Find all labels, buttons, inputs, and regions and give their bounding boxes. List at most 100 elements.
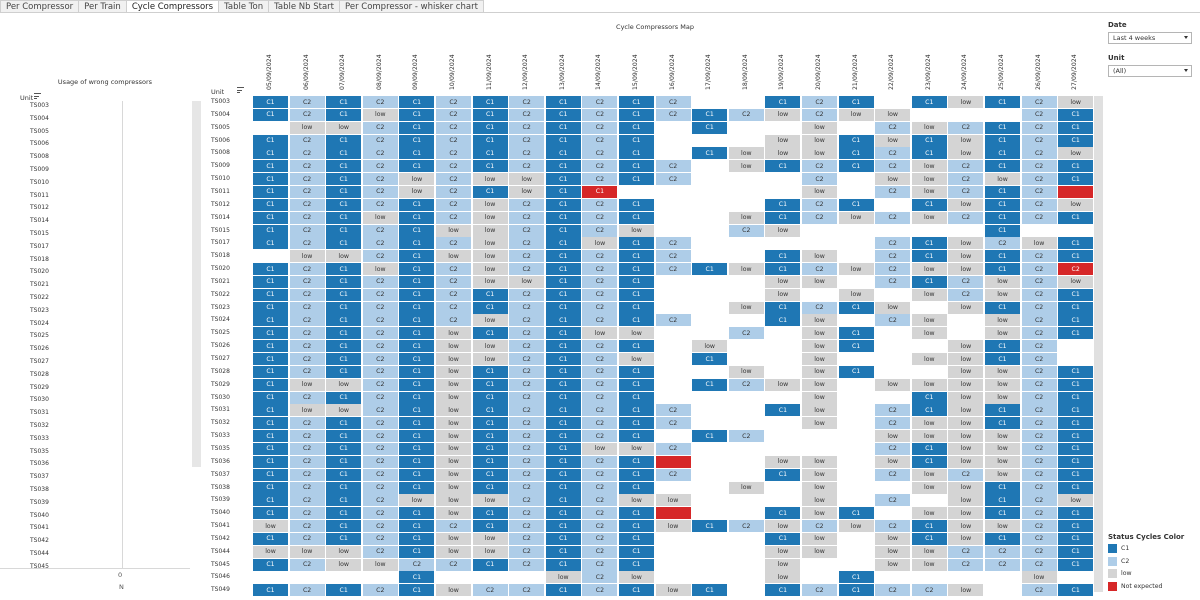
map-cell[interactable]: low [802, 545, 837, 558]
map-cell[interactable]: C2 [362, 121, 398, 134]
map-cell[interactable]: C1 [765, 301, 801, 314]
map-cell[interactable]: C1 [399, 571, 435, 584]
map-cell[interactable]: C1 [253, 134, 288, 147]
map-cell[interactable]: C1 [545, 430, 581, 443]
map-cell[interactable]: C1 [472, 121, 508, 134]
map-cell[interactable]: low [948, 455, 984, 468]
map-cell[interactable]: C1 [692, 520, 728, 533]
map-cell[interactable]: low [289, 404, 325, 417]
map-cell[interactable]: C1 [326, 365, 362, 378]
map-cell[interactable]: C2 [362, 391, 398, 404]
map-cell[interactable]: low [985, 391, 1020, 404]
map-cell[interactable]: C1 [911, 198, 947, 211]
map-cell[interactable]: C1 [399, 198, 435, 211]
map-cell[interactable]: C2 [655, 237, 691, 250]
map-cell[interactable]: C1 [545, 121, 581, 134]
map-cell[interactable]: low [765, 134, 801, 147]
map-cell[interactable]: low [948, 507, 984, 520]
map-cell[interactable]: C2 [582, 507, 618, 520]
map-cell[interactable]: C1 [253, 147, 288, 160]
map-cell[interactable]: C1 [985, 404, 1020, 417]
map-cell[interactable]: low [948, 532, 984, 545]
map-cell[interactable]: low [436, 455, 471, 468]
map-cell[interactable]: C1 [1058, 301, 1094, 314]
map-cell[interactable]: C2 [948, 160, 984, 173]
map-cell[interactable]: C2 [582, 571, 618, 584]
map-cell[interactable]: C1 [545, 96, 581, 108]
map-cell[interactable]: C2 [289, 301, 325, 314]
map-cell[interactable]: C1 [838, 365, 874, 378]
map-cell[interactable]: C2 [1021, 430, 1057, 443]
map-cell[interactable]: C2 [582, 314, 618, 327]
map-cell[interactable]: C2 [509, 532, 545, 545]
map-cell[interactable]: low [985, 520, 1020, 533]
map-cell[interactable]: low [948, 404, 984, 417]
map-cell[interactable]: low [326, 558, 362, 571]
map-cell[interactable]: low [948, 494, 984, 507]
map-cell[interactable]: low [838, 520, 874, 533]
map-cell[interactable]: C1 [619, 520, 654, 533]
map-cell[interactable]: C2 [1021, 327, 1057, 340]
map-cell[interactable]: C2 [289, 96, 325, 108]
tab-per-compressor-whisker-chart[interactable]: Per Compressor - whisker chart [339, 0, 484, 12]
map-cell[interactable]: C2 [875, 275, 911, 288]
map-cell[interactable]: C1 [545, 468, 581, 481]
map-cell[interactable]: C1 [619, 545, 654, 558]
map-cell[interactable]: C1 [619, 481, 654, 494]
map-cell[interactable]: C1 [838, 507, 874, 520]
map-cell[interactable]: C2 [875, 442, 911, 455]
map-cell[interactable]: low [362, 558, 398, 571]
map-cell[interactable]: C1 [253, 224, 288, 237]
map-cell[interactable]: C1 [326, 263, 362, 276]
map-cell[interactable]: C2 [362, 160, 398, 173]
map-cell[interactable]: C1 [472, 134, 508, 147]
map-cell[interactable]: C1 [985, 263, 1020, 276]
map-cell[interactable]: C2 [362, 494, 398, 507]
map-cell[interactable]: C2 [875, 314, 911, 327]
map-cell[interactable]: C1 [326, 108, 362, 121]
map-cell[interactable]: C1 [985, 507, 1020, 520]
map-cell[interactable]: C2 [362, 288, 398, 301]
map-cell[interactable]: C2 [1021, 481, 1057, 494]
map-cell[interactable]: low [911, 353, 947, 365]
map-cell[interactable]: low [509, 173, 545, 186]
map-cell[interactable]: low [911, 160, 947, 173]
map-cell[interactable]: C1 [399, 378, 435, 391]
map-cell[interactable]: C2 [289, 327, 325, 340]
map-cell[interactable]: C1 [985, 340, 1020, 353]
map-cell[interactable]: C2 [728, 108, 764, 121]
map-cell[interactable]: C2 [289, 365, 325, 378]
map-cell[interactable]: low [472, 224, 508, 237]
map-cell[interactable]: C1 [326, 237, 362, 250]
map-cell[interactable]: C1 [399, 584, 435, 597]
map-cell[interactable]: C1 [911, 404, 947, 417]
map-cell[interactable]: low [875, 430, 911, 443]
map-cell[interactable]: low [399, 185, 435, 198]
map-cell[interactable]: C2 [509, 455, 545, 468]
map-cell[interactable]: low [253, 520, 288, 533]
map-cell[interactable]: low [655, 520, 691, 533]
map-cell[interactable]: C1 [985, 494, 1020, 507]
map-cell[interactable]: C2 [875, 584, 911, 597]
map-cell[interactable]: C1 [253, 185, 288, 198]
map-cell[interactable]: low [436, 340, 471, 353]
map-cell[interactable]: C1 [545, 365, 581, 378]
map-cell[interactable]: C2 [1021, 96, 1057, 108]
map-cell[interactable]: C1 [253, 584, 288, 597]
map-cell[interactable]: C2 [509, 481, 545, 494]
map-cell[interactable]: C1 [765, 404, 801, 417]
map-cell[interactable]: C1 [326, 455, 362, 468]
map-cell[interactable]: C1 [1058, 108, 1094, 121]
map-cell[interactable]: C1 [619, 584, 654, 597]
map-cell[interactable]: low [362, 263, 398, 276]
map-cell[interactable]: C2 [655, 96, 691, 108]
map-cell[interactable]: C2 [509, 545, 545, 558]
map-cell[interactable]: C1 [326, 198, 362, 211]
map-cell[interactable]: low [472, 353, 508, 365]
map-cell[interactable]: C2 [362, 237, 398, 250]
map-cell[interactable]: C1 [619, 507, 654, 520]
map-cell[interactable]: low [802, 417, 837, 430]
map-cell[interactable] [655, 507, 691, 520]
map-cell[interactable]: C1 [399, 301, 435, 314]
map-cell[interactable]: C2 [875, 185, 911, 198]
